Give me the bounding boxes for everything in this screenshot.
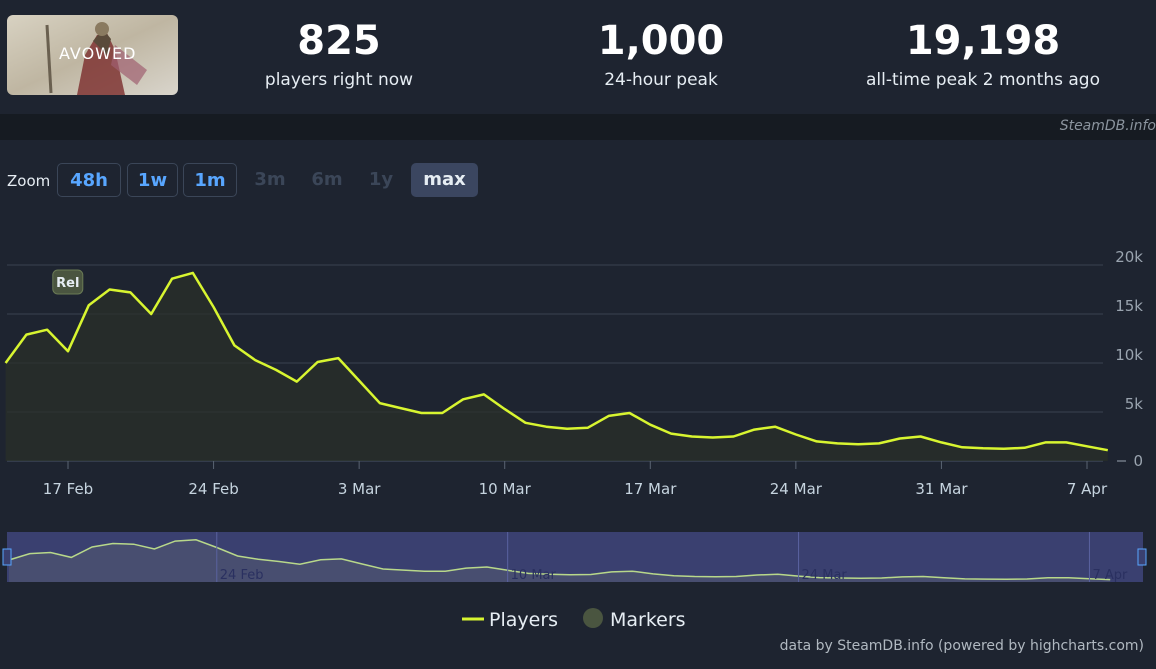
legend-players-label: Players [489, 609, 558, 631]
marker-label: Rel [56, 276, 79, 291]
zoom-1m-button[interactable]: 1m [183, 163, 237, 197]
y-axis-labels: 20k 15k 10k 5k 0 [1115, 248, 1143, 470]
zoom-48h-button[interactable]: 48h [57, 163, 121, 197]
stat-label: 24-hour peak [604, 70, 718, 90]
navigator-tick-label: 24 Feb [220, 568, 264, 583]
stat-players-now: 825 players right now [248, 14, 430, 92]
game-logo-text: AVOWED [59, 44, 136, 63]
legend-markers-label: Markers [610, 609, 686, 631]
credit-bar: SteamDB.info [0, 114, 1156, 140]
navigator-left-handle[interactable] [2, 548, 12, 566]
stats-header: AVOWED 825 players right now 1,000 24-ho… [0, 0, 1156, 114]
stat-value: 1,000 [597, 18, 725, 64]
zoom-6m-button[interactable]: 6m [311, 169, 343, 190]
x-tick-label: 17 Mar [624, 480, 677, 498]
series-players[interactable] [4, 271, 1109, 461]
x-tick-label: 17 Feb [43, 480, 93, 498]
stat-label: players right now [264, 70, 414, 90]
x-tick-label: 31 Mar [915, 480, 968, 498]
legend-markers-symbol [583, 608, 603, 628]
navigator-tick-label: 7 Apr [1092, 568, 1128, 583]
marker-badge [52, 269, 84, 295]
x-tick-label: 3 Mar [338, 480, 381, 498]
y-tick-label: 15k [1115, 297, 1143, 315]
zoom-label: Zoom [7, 172, 51, 190]
zoom-1w-button[interactable]: 1w [127, 163, 178, 197]
release-marker: Rel [52, 269, 84, 295]
navigator[interactable]: 24 Feb 10 Mar 24 Mar 7 Apr [2, 532, 1147, 583]
legend[interactable]: Players Markers [462, 608, 686, 631]
x-tick-label: 10 Mar [479, 480, 532, 498]
legend-item-players[interactable]: Players [462, 609, 558, 631]
chart-credit[interactable]: data by SteamDB.info (powered by highcha… [779, 638, 1144, 654]
stat-24h-peak: 1,000 24-hour peak [570, 14, 752, 92]
stat-all-time-peak: 19,198 all-time peak 2 months ago [853, 14, 1113, 92]
x-axis-labels: 17 Feb 24 Feb 3 Mar 10 Mar 17 Mar 24 Mar 31 Ma… [43, 461, 1108, 498]
y-tick-label: 10k [1115, 346, 1143, 364]
steamdb-credit[interactable]: SteamDB.info [1059, 118, 1156, 134]
navigator-tick-label: 24 Mar [802, 568, 848, 583]
stat-value: 19,198 [905, 18, 1061, 64]
zoom-3m-button[interactable]: 3m [254, 169, 286, 190]
legend-item-markers[interactable]: Markers [583, 608, 686, 631]
players-line [4, 271, 1109, 452]
zoom-1y-button[interactable]: 1y [368, 169, 394, 190]
stat-value: 825 [297, 18, 381, 64]
navigator-line [8, 539, 1111, 581]
stat-label: all-time peak 2 months ago [866, 70, 1100, 90]
navigator-tick-label: 10 Mar [511, 568, 557, 583]
navigator-right-handle[interactable] [1137, 548, 1147, 566]
game-logo[interactable]: AVOWED [7, 15, 178, 95]
y-tick-label: 0 [1133, 452, 1143, 470]
y-tick-label: 20k [1115, 248, 1143, 266]
x-tick-label: 24 Mar [770, 480, 823, 498]
x-tick-label: 7 Apr [1067, 480, 1108, 498]
x-tick-label: 24 Feb [188, 480, 238, 498]
players-area [5, 272, 1108, 461]
markers[interactable]: Rel [52, 269, 84, 295]
game-artwork-icon: AVOWED [7, 15, 178, 95]
y-tick-label: 5k [1125, 395, 1144, 413]
zoom-max-button[interactable]: max [411, 163, 478, 197]
zoom-controls: Zoom 48h 1w 1m 3m 6m 1y max [0, 163, 600, 199]
navigator-area [9, 539, 1111, 582]
